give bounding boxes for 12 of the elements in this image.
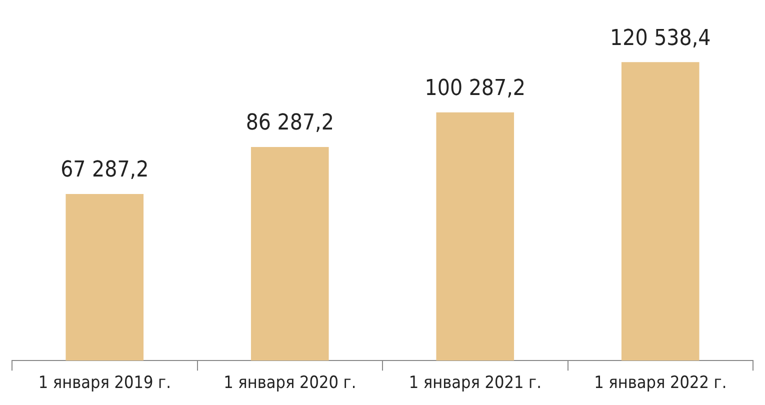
bar — [250, 146, 329, 361]
x-tick-label: 1 января 2019 г. — [38, 373, 171, 394]
data-label: 86 287,2 — [246, 110, 334, 136]
data-label: 100 287,2 — [424, 76, 526, 102]
bar — [436, 112, 514, 361]
x-tick-label: 1 января 2021 г. — [408, 373, 542, 394]
x-tick-label: 1 января 2022 г. — [594, 373, 727, 394]
data-label: 120 538,4 — [610, 26, 711, 51]
data-label: 67 287,2 — [60, 158, 149, 183]
bar — [621, 62, 700, 361]
x-tick-label: 1 января 2020 г. — [224, 373, 356, 394]
bar — [66, 194, 144, 361]
